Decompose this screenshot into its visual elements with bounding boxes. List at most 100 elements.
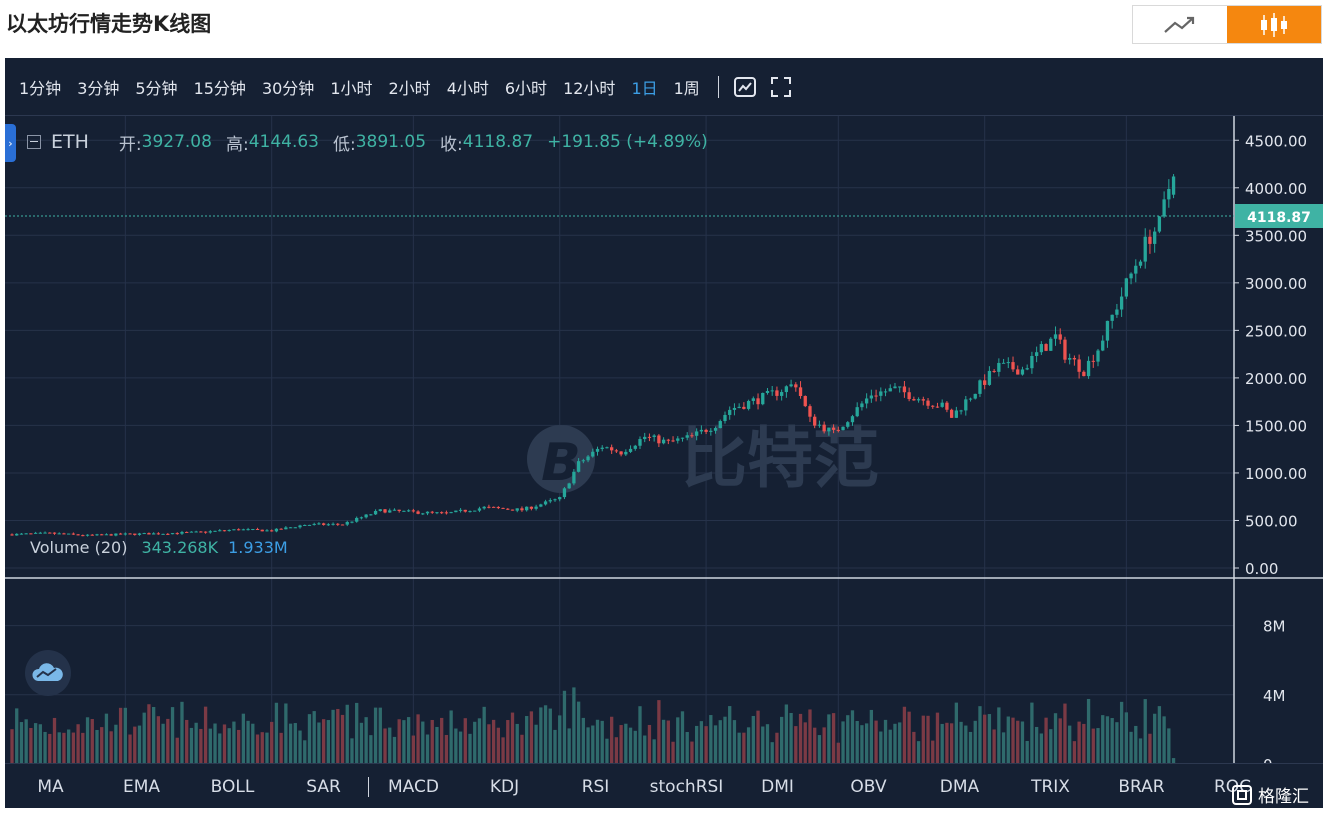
volume-bar (525, 716, 529, 763)
indicator-dma[interactable]: DMA (939, 776, 980, 797)
timeframe-30m[interactable]: 30分钟 (261, 78, 315, 98)
indicator-dmi[interactable]: DMI (761, 776, 794, 797)
indicator-brar[interactable]: BRAR (1118, 776, 1165, 797)
candle-body (307, 524, 312, 526)
timeframe-5m[interactable]: 5分钟 (135, 78, 178, 98)
volume-bar (1001, 732, 1006, 763)
indicator-stochrsi[interactable]: stochRSI (649, 776, 724, 797)
candle-body (595, 448, 600, 452)
volume-bar (440, 717, 444, 763)
indicator-chart-icon[interactable] (733, 75, 757, 99)
indicator-rsi[interactable]: RSI (581, 776, 610, 797)
candle-body (945, 402, 949, 410)
collapse-legend-button[interactable] (27, 135, 41, 149)
candle-body (491, 506, 496, 508)
indicator-obv[interactable]: OBV (850, 776, 887, 797)
candle-body (331, 523, 335, 525)
timeframe-6h[interactable]: 6小时 (504, 78, 548, 98)
volume-bar (732, 720, 737, 763)
candle-body (964, 399, 968, 411)
volume-bar (62, 732, 66, 763)
candle-body (1053, 334, 1058, 339)
open-label: 开: (118, 134, 142, 155)
candle-body (926, 400, 930, 406)
volume-bar (534, 724, 538, 763)
indicator-kdj[interactable]: KDJ (489, 776, 520, 797)
timeframe-12h[interactable]: 12小时 (563, 78, 616, 98)
candle-body (1016, 369, 1020, 375)
candle-body (562, 488, 567, 498)
price-tick-label: 3500.00 (1245, 227, 1307, 245)
volume-bar (841, 721, 845, 763)
price-tick-label: 4000.00 (1245, 180, 1307, 198)
volume-bar (43, 731, 47, 763)
indicator-trix[interactable]: TRIX (1031, 776, 1070, 797)
volume-bar (449, 710, 453, 763)
volume-bar (364, 717, 368, 763)
volume-bar (85, 717, 90, 763)
volume-bar (293, 723, 297, 763)
indicator-ema[interactable]: EMA (122, 776, 161, 797)
timeframe-15m[interactable]: 15分钟 (193, 78, 246, 98)
expand-panel-button[interactable]: › (5, 124, 16, 162)
candle-body (1034, 352, 1039, 356)
candle-body (402, 510, 406, 512)
volume-bar (666, 720, 670, 763)
volume-bar (345, 704, 349, 763)
timeframe-4h[interactable]: 4小时 (446, 78, 489, 98)
candle-body (902, 386, 907, 393)
price-axis: 4500.00 4000.00 3500.00 3000.00 2500.00 2000.… (1234, 132, 1307, 578)
volume-bar (614, 737, 619, 763)
volume-bar (912, 731, 916, 763)
volume-bar (756, 710, 760, 763)
candle-body (246, 529, 250, 531)
price-tick-label: 4500.00 (1245, 132, 1307, 150)
candle-body (704, 429, 708, 432)
timeframe-3m[interactable]: 3分钟 (77, 78, 120, 98)
indicator-sar[interactable]: SAR (306, 776, 341, 797)
candle-body (336, 523, 340, 525)
volume-bar (444, 734, 449, 763)
volume-bar (1119, 701, 1124, 763)
volume-bar (67, 729, 71, 763)
candle-body (1039, 344, 1043, 353)
line-chart-button[interactable] (1133, 6, 1227, 43)
volume-bar (827, 714, 831, 763)
candlestick-chart-button[interactable] (1227, 6, 1321, 43)
chart-canvas[interactable]: 比特范 B 4500.00 4000.00 3500.00 3000.00 2500.0… (5, 116, 1323, 763)
timeframe-1d[interactable]: 1日 (631, 78, 658, 98)
volume-bar (595, 719, 600, 763)
candle-body (425, 511, 430, 514)
volume-bar (520, 734, 524, 763)
candle-body (529, 506, 534, 509)
candle-body (251, 528, 255, 530)
candle-body (869, 395, 874, 399)
timeframe-1w[interactable]: 1周 (673, 78, 700, 98)
candle-body (340, 524, 345, 526)
candle-body (203, 531, 208, 533)
candle-body (614, 450, 619, 452)
timeframe-2h[interactable]: 2小时 (388, 78, 431, 98)
fullscreen-icon[interactable] (769, 75, 793, 99)
indicator-ma[interactable]: MA (37, 776, 64, 797)
indicator-boll[interactable]: BOLL (210, 776, 255, 797)
candle-body (732, 407, 737, 410)
candle-body (954, 410, 959, 418)
volume-bar (175, 737, 179, 763)
volume-bar (572, 687, 576, 763)
volume-bar (260, 732, 264, 763)
volume-ma-value: 1.933M (228, 538, 288, 557)
timeframe-1h[interactable]: 1小时 (330, 78, 373, 98)
candle-body (435, 512, 439, 514)
indicator-macd[interactable]: MACD (388, 776, 439, 797)
volume-bar (1110, 718, 1114, 763)
candle-body (1110, 314, 1114, 321)
volume-bar (180, 701, 184, 763)
timeframe-1m[interactable]: 1分钟 (19, 78, 62, 98)
candle-body (671, 440, 675, 442)
volume-bar (968, 731, 973, 763)
change-value: +191.85 (+4.89%) (547, 132, 708, 152)
volume-bar (279, 732, 283, 763)
candle-body (104, 534, 109, 536)
candle-body (392, 509, 397, 511)
